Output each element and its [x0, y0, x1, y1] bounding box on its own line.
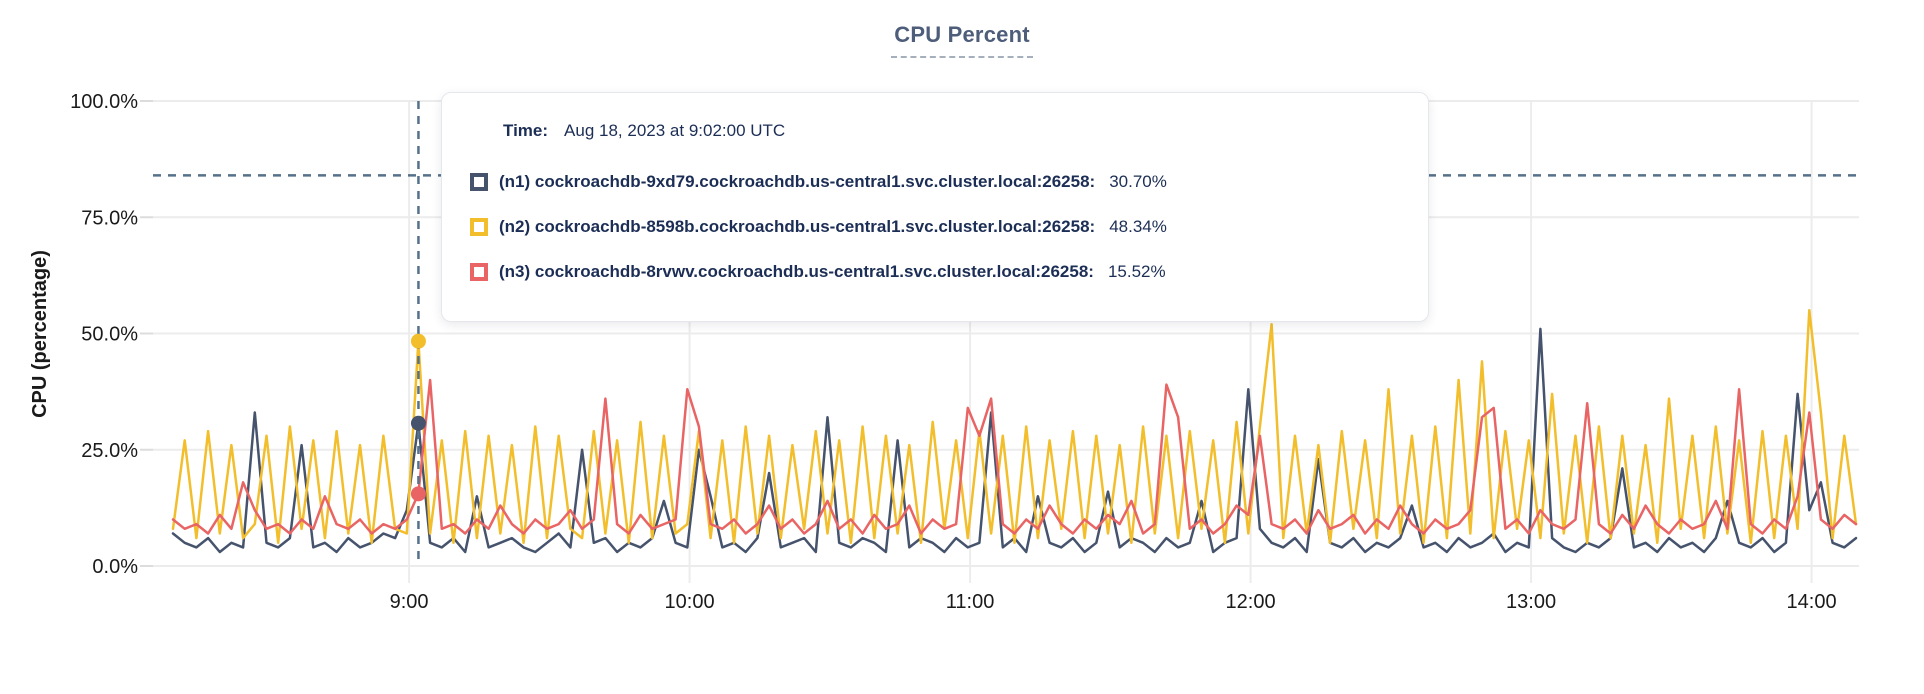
hover-dot-n1 — [410, 415, 426, 431]
y-tick-label: 100.0% — [70, 91, 138, 113]
x-tick-label: 13:00 — [1506, 591, 1556, 613]
series-swatch-n2 — [470, 217, 488, 236]
tooltip-series-row: (n1) cockroachdb-9xd79.cockroachdb.us-ce… — [470, 159, 1388, 204]
y-axis-title: CPU (percentage) — [29, 250, 51, 418]
tooltip-series-value: 48.34% — [1109, 216, 1167, 236]
tooltip-series-row: (n3) cockroachdb-8rvwv.cockroachdb.us-ce… — [470, 249, 1388, 294]
x-tick-label: 11:00 — [946, 591, 995, 613]
tooltip-time-label: Time: — [503, 121, 549, 140]
x-tick-label: 9:00 — [390, 591, 429, 613]
y-tick-label: 75.0% — [81, 207, 138, 229]
tooltip-time-value: Aug 18, 2023 at 9:02:00 UTC — [564, 121, 786, 140]
tooltip-series-label: (n2) cockroachdb-8598b.cockroachdb.us-ce… — [499, 216, 1096, 236]
series-line-n2 — [171, 309, 1858, 545]
x-tick-label: 10:00 — [665, 591, 715, 613]
hover-dot-n3 — [410, 486, 426, 502]
tooltip-series-label: (n3) cockroachdb-8rvwv.cockroachdb.us-ce… — [499, 261, 1094, 281]
tooltip-series-row: (n2) cockroachdb-8598b.cockroachdb.us-ce… — [470, 204, 1388, 249]
series-lines — [171, 309, 1858, 554]
series-swatch-n1 — [470, 172, 488, 191]
series-line-n3 — [171, 378, 1858, 535]
chart-title: CPU Percent — [891, 22, 1033, 58]
x-tick-label: 12:00 — [1226, 591, 1276, 613]
tooltip-series-value: 15.52% — [1107, 261, 1166, 281]
y-tick-label: 50.0% — [81, 324, 138, 346]
series-swatch-n3 — [470, 262, 488, 281]
tooltip-series-value: 30.70% — [1109, 171, 1167, 191]
axis-labels: 0.0% 25.0% 50.0% 75.0% 100.0% 9:00 10:00 11:00 1… — [29, 91, 1837, 613]
tooltip-time-row: Time: Aug 18, 2023 at 9:02:00 UTC — [503, 121, 785, 141]
chart-header: CPU Percent — [0, 22, 1924, 58]
hover-dot-n2 — [410, 333, 426, 349]
x-tick-label: 14:00 — [1787, 591, 1837, 613]
y-tick-label: 25.0% — [81, 440, 138, 462]
chart-tooltip: Time: Aug 18, 2023 at 9:02:00 UTC (n1) co… — [441, 92, 1429, 322]
tooltip-series-label: (n1) cockroachdb-9xd79.cockroachdb.us-ce… — [499, 171, 1096, 191]
hover-crosshair — [153, 101, 1859, 566]
y-tick-label: 0.0% — [92, 556, 138, 578]
tooltip-series-list: (n1) cockroachdb-9xd79.cockroachdb.us-ce… — [470, 159, 1388, 294]
